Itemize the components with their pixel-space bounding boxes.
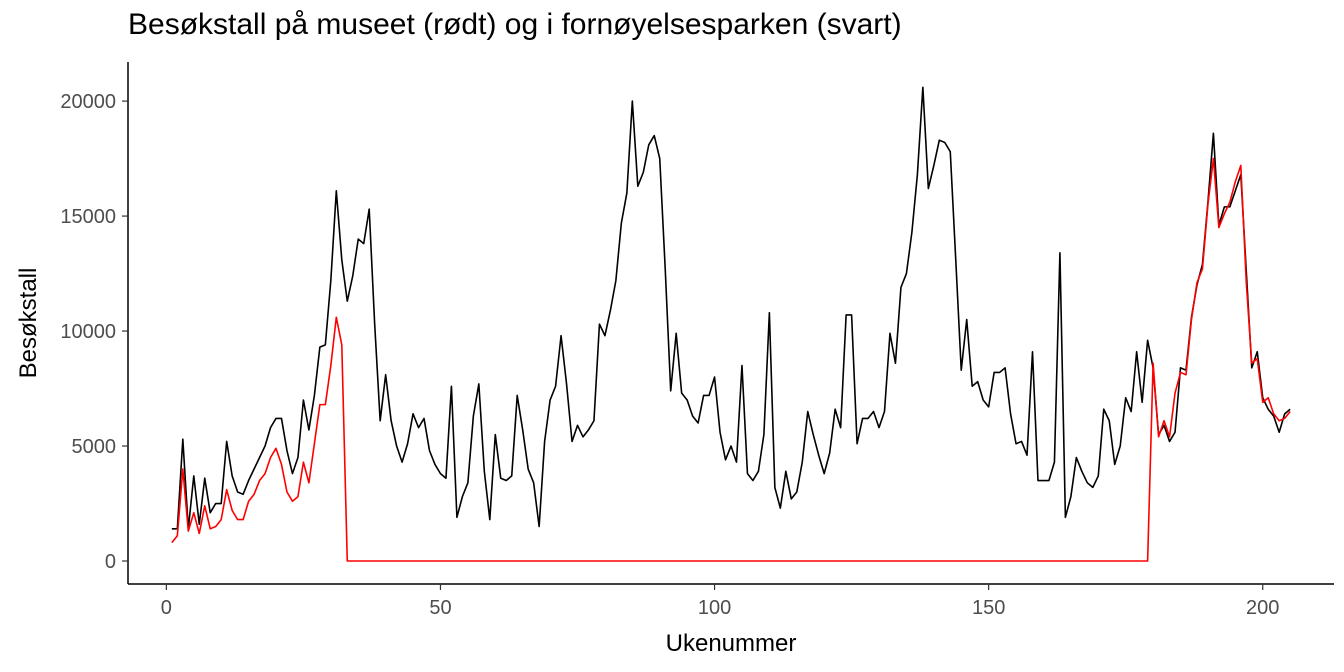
series-layer (171, 86, 1291, 562)
x-axis-title: Ukenummer (666, 630, 797, 657)
series-line-1 (171, 86, 1291, 530)
y-tick-label: 0 (105, 551, 116, 573)
chart-title: Besøkstall på museet (rødt) og i fornøye… (128, 8, 902, 41)
x-tick-label: 50 (429, 597, 451, 619)
y-tick-label: 5000 (72, 436, 117, 458)
series-line-2 (171, 157, 1291, 562)
y-tick-label: 15000 (60, 206, 116, 228)
x-ticks: 0 50 100 150 200 (161, 584, 1279, 619)
axes (127, 62, 1334, 585)
x-tick-label: 150 (972, 597, 1005, 619)
x-tick-label: 100 (698, 597, 731, 619)
y-axis-title: Besøkstall (15, 268, 42, 379)
y-tick-label: 20000 (60, 91, 116, 113)
x-tick-label: 0 (161, 597, 172, 619)
y-tick-label: 10000 (60, 321, 116, 343)
x-tick-label: 200 (1246, 597, 1279, 619)
y-ticks: 0 5000 10000 15000 20000 (60, 91, 128, 573)
